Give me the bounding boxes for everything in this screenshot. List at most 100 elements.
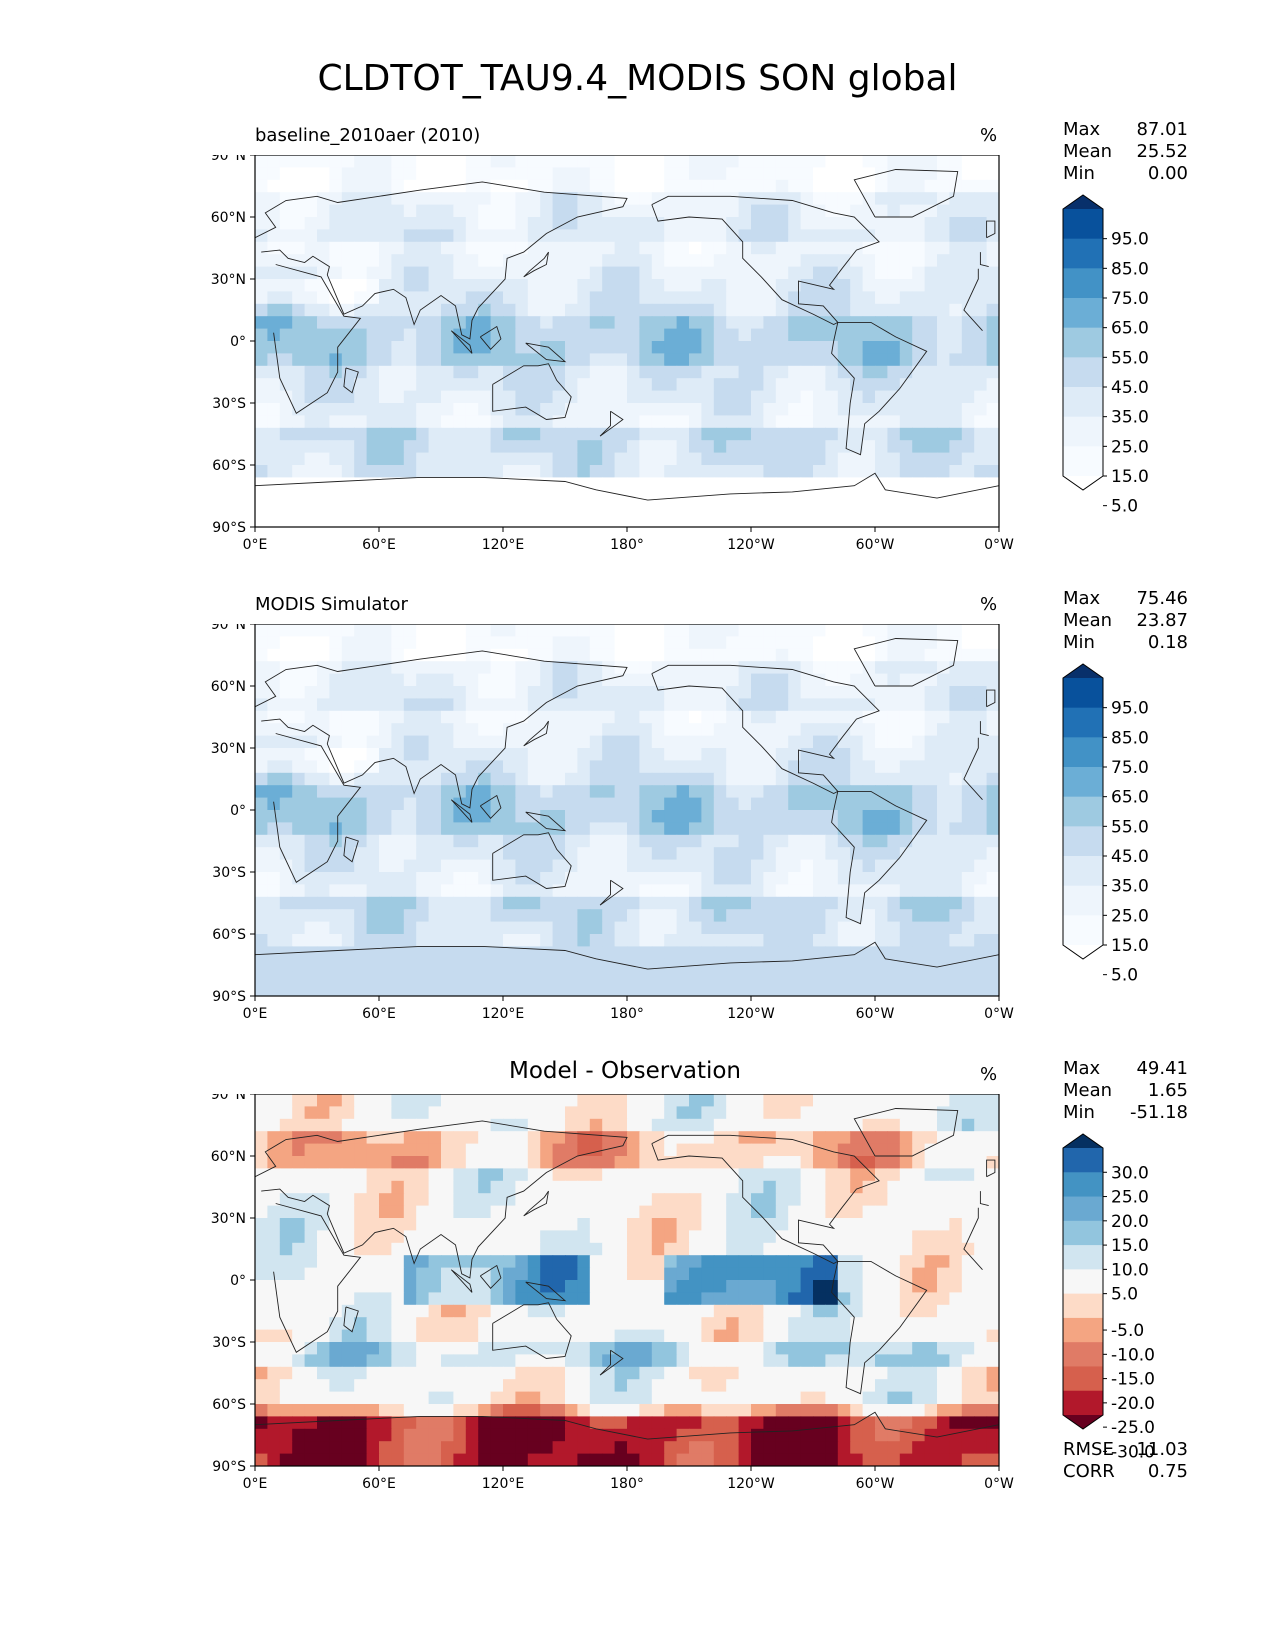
field-cell — [887, 748, 901, 761]
field-cell — [813, 217, 826, 230]
field-cell — [800, 723, 814, 737]
field-cell — [875, 822, 888, 836]
field-cell — [379, 1143, 392, 1157]
field-cell — [391, 1218, 405, 1231]
field-cell — [577, 390, 591, 404]
field-cell — [589, 1218, 603, 1231]
field-cell — [837, 477, 851, 491]
field-cell — [862, 661, 876, 675]
field-cell — [478, 884, 492, 898]
field-cell — [317, 834, 330, 848]
field-cell — [540, 489, 554, 503]
field-cell — [689, 1168, 702, 1182]
field-cell — [490, 254, 504, 268]
field-cell — [279, 872, 293, 885]
field-cell — [416, 1156, 430, 1169]
field-cell — [924, 909, 938, 923]
field-cell — [726, 1267, 740, 1281]
field-cell — [850, 1292, 864, 1306]
field-cell — [639, 1317, 653, 1331]
field-cell — [738, 1131, 752, 1145]
field-cell — [279, 1094, 293, 1107]
field-cell — [887, 217, 901, 230]
field-cell — [788, 686, 802, 699]
field-cell — [478, 167, 492, 181]
field-cell — [453, 192, 467, 206]
field-cell — [862, 452, 876, 466]
field-cell — [453, 1106, 467, 1120]
field-cell — [329, 1329, 343, 1343]
field-cell — [589, 1168, 603, 1182]
field-cell — [341, 316, 355, 330]
field-cell — [862, 822, 876, 836]
field-cell — [763, 1143, 777, 1157]
field-cell — [453, 452, 467, 466]
field-cell — [279, 452, 293, 466]
field-cell — [428, 279, 442, 292]
field-cell — [490, 489, 504, 503]
field-cell — [751, 1230, 764, 1244]
field-cell — [837, 1118, 851, 1132]
map-difference: 90°N60°N30°N0°30°S60°S90°S0°E 60°E 120°E 18… — [211, 1094, 1155, 1492]
field-cell — [577, 378, 591, 392]
field-cell — [267, 934, 281, 947]
field-cell — [354, 477, 368, 491]
field-cell — [850, 1118, 864, 1132]
field-cell — [986, 1267, 999, 1281]
field-cell — [478, 1317, 492, 1331]
field-cell — [850, 427, 864, 441]
field-cell — [676, 179, 690, 193]
field-cell — [837, 502, 851, 516]
field-cell — [813, 1292, 826, 1306]
field-cell — [850, 1304, 864, 1318]
field-cell — [837, 884, 851, 898]
field-cell — [664, 797, 678, 811]
field-cell — [255, 884, 268, 898]
field-cell — [788, 254, 802, 268]
field-cell — [689, 872, 702, 885]
field-cell — [379, 477, 392, 491]
field-cell — [788, 316, 802, 330]
field-cell — [614, 698, 628, 712]
field-cell — [713, 1118, 727, 1132]
field-cell — [453, 229, 467, 243]
field-cell — [949, 489, 963, 503]
field-cell — [589, 735, 603, 749]
field-cell — [292, 1267, 306, 1281]
field-cell — [304, 661, 318, 675]
field-cell — [329, 1267, 343, 1281]
field-cell — [515, 415, 529, 429]
field-cell — [837, 772, 851, 786]
field-cell — [726, 760, 740, 774]
field-cell — [255, 303, 268, 317]
field-cell — [986, 1218, 999, 1231]
field-cell — [862, 353, 876, 367]
field-cell — [255, 1242, 268, 1256]
field-cell — [837, 403, 851, 416]
field-cell — [589, 303, 603, 317]
field-cell — [391, 834, 405, 848]
field-cell — [651, 167, 665, 181]
field-cell — [689, 217, 702, 230]
field-cell — [850, 489, 864, 503]
field-cell — [565, 686, 578, 699]
field-cell — [713, 502, 727, 516]
field-cell — [329, 884, 343, 898]
field-cell — [614, 1118, 628, 1132]
field-cell — [589, 179, 603, 193]
field-cell — [341, 266, 355, 280]
field-cell — [813, 772, 826, 786]
field-cell — [689, 514, 702, 527]
field-cell — [577, 1304, 591, 1318]
stats-box: Max 75.46 Mean 23.87 Min 0.18 — [1063, 588, 1188, 654]
field-cell — [503, 167, 516, 181]
field-cell — [961, 1280, 975, 1293]
field-cell — [912, 1292, 926, 1306]
field-cell — [788, 1143, 802, 1157]
field-cell — [441, 1230, 454, 1244]
field-cell — [627, 934, 640, 947]
field-cell — [837, 427, 851, 441]
field-cell — [267, 822, 281, 836]
field-cell — [775, 415, 789, 429]
field-cell — [453, 155, 467, 168]
